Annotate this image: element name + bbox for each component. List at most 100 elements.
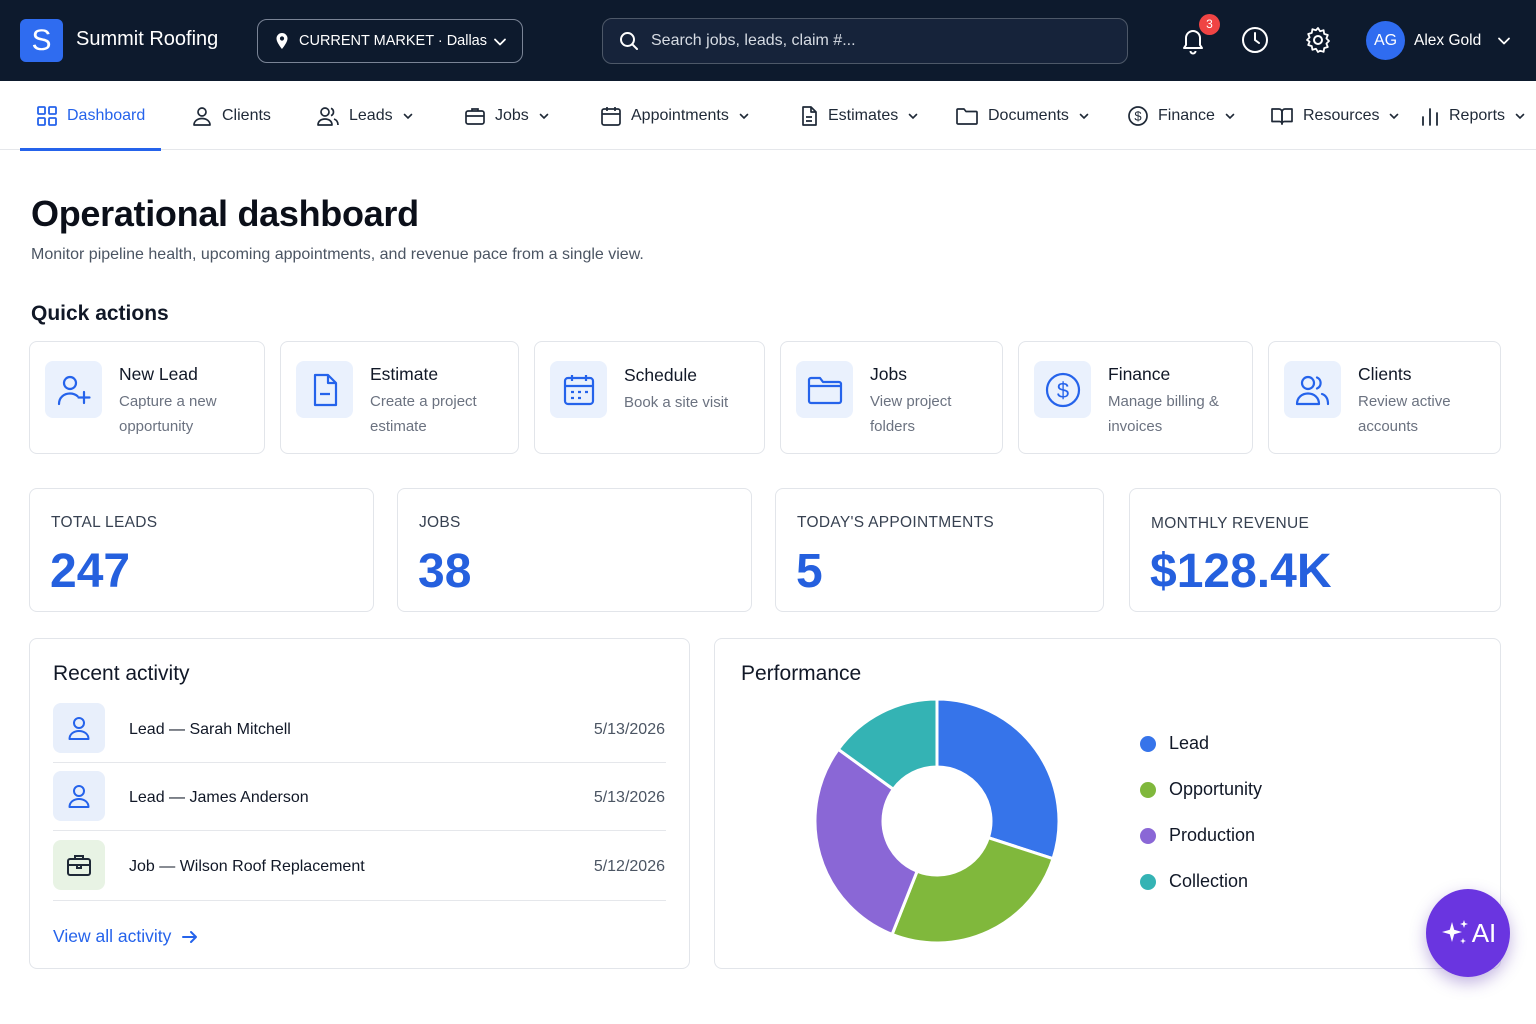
chevron-down-icon [494,38,506,46]
activity-text: Lead — James Anderson [129,789,309,806]
quick-action-name: Schedule [624,365,697,385]
nav-label: Leads [349,106,393,124]
clock-icon[interactable] [1240,25,1270,55]
chevron-down-icon[interactable] [1496,33,1512,49]
quick-action-desc: Review active accounts [1358,393,1451,435]
stat-monthly-revenue[interactable]: MONTHLY REVENUE $128.4K [1129,488,1501,612]
quick-action-desc: Create a project estimate [370,393,477,435]
nav-dashboard[interactable]: Dashboard [19,81,162,151]
activity-row[interactable]: Lead — James Anderson 5/13/2026 [53,763,666,831]
file-icon [296,361,353,418]
donut-slice-lead[interactable] [935,697,1061,861]
calendar-icon [550,361,607,418]
ai-label: AI [1471,917,1497,948]
nav-label: Dashboard [67,106,146,124]
market-selector[interactable]: CURRENT MARKET · Dallas [257,19,523,63]
nav-label: Resources [1303,106,1380,124]
donut-slice-production[interactable] [813,747,920,937]
search-icon [620,32,638,50]
chevron-down-icon [1079,113,1089,119]
chevron-down-icon [1225,113,1235,119]
stat-label: TOTAL LEADS [51,514,158,531]
sparkle-icon [1441,920,1468,944]
donut-slice-collection[interactable] [836,697,939,792]
quick-action-desc: Capture a new opportunity [119,393,217,435]
activity-date: 5/13/2026 [593,789,665,806]
nav-resources[interactable]: Resources [1270,81,1400,150]
bell-icon[interactable] [1178,25,1208,55]
market-label: CURRENT MARKET · Dallas [299,33,487,49]
chevron-down-icon [1390,113,1399,119]
quick-action-name: New Lead [119,364,198,384]
quick-action-finance[interactable]: $ Finance Manage billing & invoices [1018,341,1253,454]
folder-icon [796,361,853,418]
briefcase-icon [53,840,105,890]
quick-action-name: Jobs [870,364,907,384]
ai-assistant-button[interactable]: AI [1426,889,1510,977]
stat-total-leads[interactable]: TOTAL LEADS 247 [29,488,374,612]
nav-clients[interactable]: Clients [191,81,271,150]
quick-action-clients[interactable]: Clients Review active accounts [1268,341,1501,454]
dollar-circle-icon: $ [1034,361,1091,418]
stat-value: 5 [796,545,823,598]
nav-jobs[interactable]: Jobs [464,81,550,150]
stat-todays-appointments[interactable]: TODAY'S APPOINTMENTS 5 [775,488,1104,612]
performance-donut-chart [813,697,1061,945]
activity-date: 5/12/2026 [593,858,665,875]
chevron-down-icon [403,113,412,119]
activity-date: 5/13/2026 [593,721,665,738]
nav-label: Reports [1449,106,1506,124]
nav-leads[interactable]: Leads [316,81,414,150]
users-icon [317,106,339,126]
user-icon [53,703,105,753]
nav-documents[interactable]: Documents [955,81,1090,150]
search-input[interactable] [651,32,1091,50]
book-icon [1271,107,1293,125]
activity-row[interactable]: Job — Wilson Roof Replacement 5/12/2026 [53,832,666,901]
legend-label: Opportunity [1169,779,1263,799]
page-subtitle: Monitor pipeline health, upcoming appoin… [31,246,644,263]
calendar-icon [601,106,621,126]
arrow-right-icon [182,930,198,943]
file-icon [802,105,817,126]
quick-action-desc: View project folders [870,393,952,435]
users-icon [1284,361,1341,418]
quick-action-jobs[interactable]: Jobs View project folders [780,341,1003,454]
quick-action-name: Clients [1358,364,1412,384]
top-bar: S Summit Roofing CURRENT MARKET · Dallas… [0,0,1536,81]
nav-label: Jobs [495,106,529,124]
legend-item-production: Production [1140,825,1255,846]
app-logo[interactable]: S [20,19,63,62]
quick-action-new-lead[interactable]: New Lead Capture a new opportunity [29,341,265,454]
nav-finance[interactable]: $ Finance [1127,81,1236,150]
chevron-down-icon [1515,113,1525,119]
activity-text: Job — Wilson Roof Replacement [129,858,365,875]
user-avatar[interactable]: AG [1366,21,1405,60]
donut-slice-opportunity[interactable] [890,835,1055,945]
chevron-down-icon [908,113,918,119]
quick-action-desc: Manage billing & invoices [1108,393,1219,435]
legend-item-collection: Collection [1140,871,1248,892]
quick-action-estimate[interactable]: Estimate Create a project estimate [280,341,519,454]
activity-row[interactable]: Lead — Sarah Mitchell 5/13/2026 [53,695,666,763]
stat-label: MONTHLY REVENUE [1151,515,1310,532]
nav-reports[interactable]: Reports [1420,81,1526,150]
gear-icon[interactable] [1303,25,1333,55]
activity-text: Lead — Sarah Mitchell [129,721,291,738]
legend-label: Lead [1169,733,1210,753]
svg-text:$: $ [1134,108,1142,123]
nav-estimates[interactable]: Estimates [799,81,919,150]
quick-action-schedule[interactable]: Schedule Book a site visit [534,341,765,454]
view-all-activity-link[interactable]: View all activity [53,926,199,947]
bar-chart-icon [1422,107,1438,126]
nav-appointments[interactable]: Appointments [600,81,750,150]
user-plus-icon [45,361,102,418]
stat-jobs[interactable]: JOBS 38 [397,488,752,612]
nav-label: Finance [1158,106,1215,124]
search-bar[interactable] [602,18,1128,64]
user-name[interactable]: Alex Gold [1414,32,1482,49]
recent-activity-panel: Recent activity Lead — Sarah Mitchell 5/… [29,638,690,969]
quick-action-desc: Book a site visit [624,394,729,411]
folder-icon [956,107,978,125]
notification-badge: 3 [1199,14,1220,35]
